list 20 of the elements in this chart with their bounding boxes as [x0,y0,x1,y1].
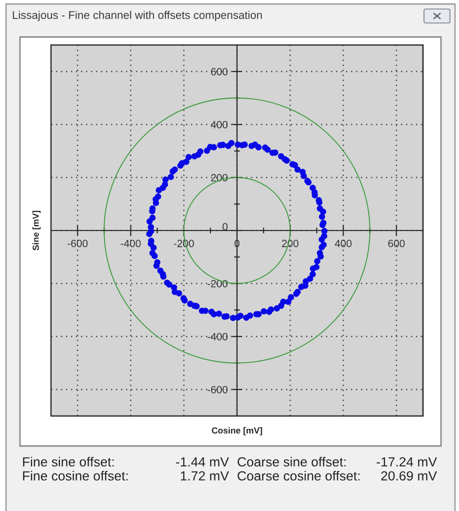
text: Fine sine offset: [23,456,114,467]
x-tick-label: -600 [68,240,88,248]
x-tick-label: 600 [388,240,405,248]
x-axis-title: Cosine [mV] [212,427,262,436]
y-axis-title: Sine [mV] [32,210,41,250]
x-tick-label: -400 [120,240,141,248]
text: -1.44 mV [176,457,229,466]
text: Coarse cosine offset: [238,470,360,481]
text: -17.24 mV [376,457,437,466]
text: 1.72 mV [180,471,229,480]
chart-title: Lissajous - Fine channel with offsets compensation [12,10,262,22]
text: Coarse sine offset: [238,456,346,467]
text: Fine cosine offset: [23,470,128,481]
y-tick-label: 600 [211,68,228,76]
y-tick-label: -600 [208,386,228,394]
y-tick-label: -400 [208,333,228,340]
y-tick-label: 400 [210,121,228,128]
y-tick-label: 0 [222,223,228,230]
x-tick-label: 400 [334,240,352,248]
text: 20.69 mV [381,471,437,481]
